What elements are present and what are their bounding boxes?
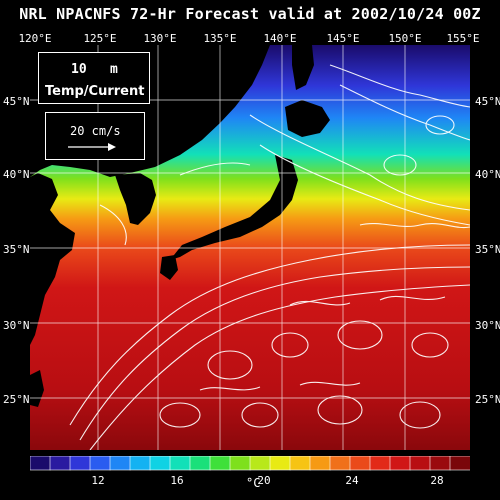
lat-label-35-right: 35°N	[475, 243, 500, 256]
land-sakhalin	[292, 45, 314, 90]
lon-label-140: 140°E	[263, 32, 297, 45]
depth-legend-box	[38, 52, 150, 104]
lat-label-25-right: 25°N	[475, 393, 500, 406]
colorbar-tick-16: 16	[170, 474, 184, 487]
colorbar-swatch	[69, 456, 91, 471]
depth-unit: m	[110, 62, 118, 77]
lat-label-30-right: 30°N	[475, 319, 500, 332]
land-japan-honshu	[170, 155, 298, 260]
map-title: NRL NPACNFS 72-Hr Forecast valid at 2002…	[19, 5, 481, 23]
colorbar-tick-20: 20	[257, 474, 271, 487]
lat-label-40-right: 40°N	[475, 168, 500, 181]
colorbar-swatch	[109, 456, 131, 471]
land-hokkaido	[285, 100, 330, 137]
lon-label-135: 135°E	[203, 32, 237, 45]
colorbar-tick-24: 24	[345, 474, 359, 487]
reference-vector-label: 20 cm/s	[70, 124, 121, 138]
colorbar-swatch	[349, 456, 371, 471]
temperature-colorbar	[30, 456, 470, 471]
colorbar-unit: °C	[246, 476, 261, 490]
lon-label-150: 150°E	[388, 32, 422, 45]
lon-label-145: 145°E	[326, 32, 360, 45]
lat-label-35-left: 35°N	[3, 243, 30, 256]
colorbar-swatch	[30, 456, 51, 471]
colorbar-swatch	[89, 456, 111, 471]
colorbar-swatch	[269, 456, 291, 471]
land-kyushu	[160, 255, 178, 280]
reference-vector-box	[45, 112, 145, 160]
colorbar-swatch	[49, 456, 71, 471]
lat-label-40-left: 40°N	[3, 168, 30, 181]
colorbar-swatch	[289, 456, 311, 471]
current-vectors	[69, 64, 470, 450]
land-korea	[115, 173, 156, 225]
colorbar-swatch	[369, 456, 391, 471]
colorbar-swatch	[249, 456, 271, 471]
colorbar-swatch	[209, 456, 231, 471]
lat-label-25-left: 25°N	[3, 393, 30, 406]
lat-label-45-right: 45°N	[475, 95, 500, 108]
lon-label-155: 155°E	[446, 32, 480, 45]
lon-label-120: 120°E	[18, 32, 52, 45]
reference-vector-arrow-icon	[68, 143, 116, 151]
colorbar-swatch	[329, 456, 351, 471]
lon-label-130: 130°E	[143, 32, 177, 45]
colorbar-swatch	[409, 456, 431, 471]
colorbar-swatch	[189, 456, 211, 471]
lat-label-30-left: 30°N	[3, 319, 30, 332]
colorbar-swatch	[389, 456, 411, 471]
colorbar-swatch	[309, 456, 331, 471]
colorbar-swatch	[129, 456, 151, 471]
land-china-coast	[30, 173, 75, 345]
variable-label: Temp/Current	[45, 84, 145, 99]
colorbar-swatch	[149, 456, 171, 471]
colorbar-tick-12: 12	[91, 474, 105, 487]
colorbar-swatch	[449, 456, 470, 471]
colorbar-swatch	[229, 456, 251, 471]
lat-label-45-left: 45°N	[3, 95, 30, 108]
depth-level: 10	[71, 62, 87, 77]
colorbar-swatch	[429, 456, 451, 471]
forecast-map[interactable]	[30, 45, 470, 450]
colorbar-tick-28: 28	[430, 474, 444, 487]
lon-label-125: 125°E	[83, 32, 117, 45]
colorbar-swatch	[169, 456, 191, 471]
